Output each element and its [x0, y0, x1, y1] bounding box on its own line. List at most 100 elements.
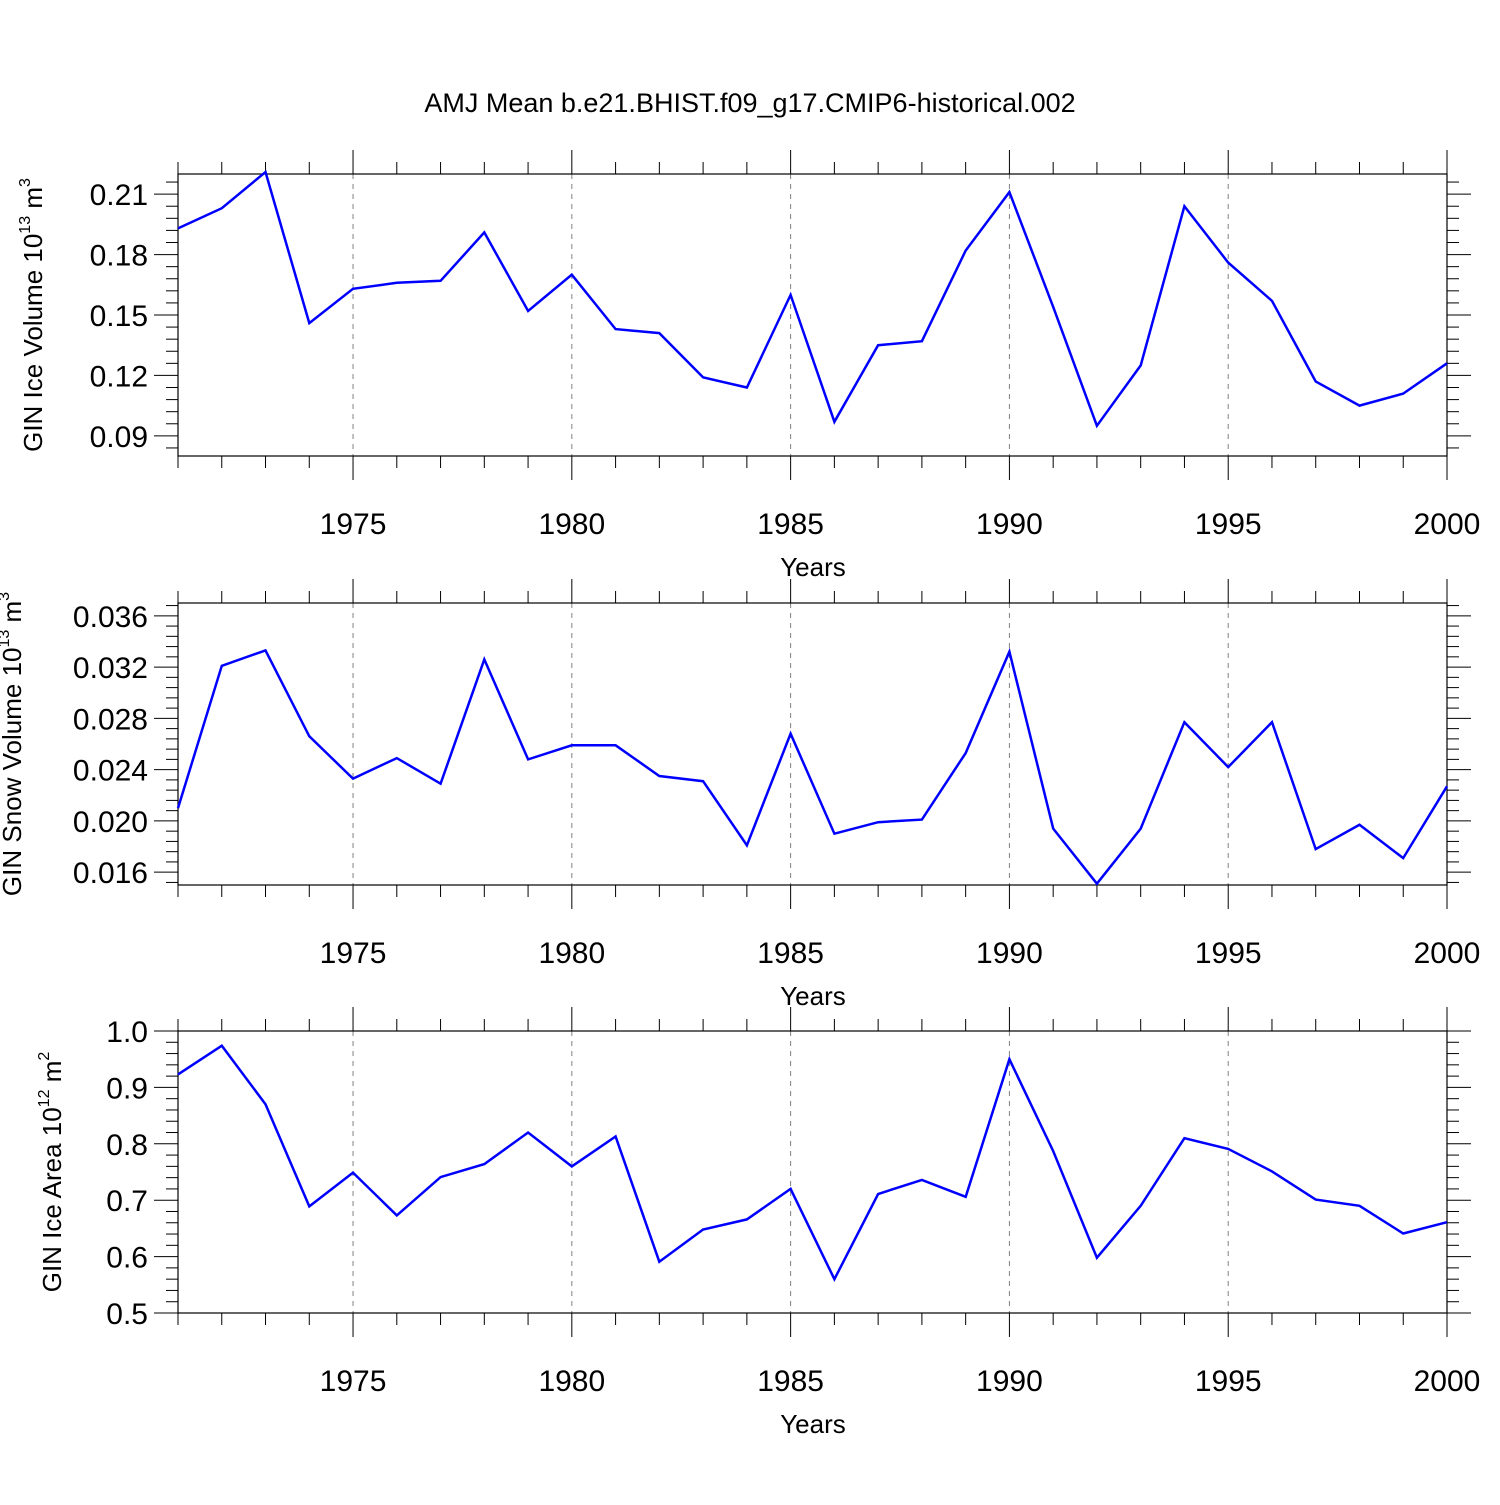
x-tick-label: 1995	[1195, 937, 1262, 970]
y-axis-label-unit: m	[0, 601, 27, 630]
data-point	[526, 757, 530, 761]
data-point	[395, 756, 399, 760]
y-axis-label-text: GIN Ice Area 10	[37, 1107, 67, 1292]
y-tick-label: 0.7	[106, 1185, 148, 1218]
y-tick-label: 0.09	[90, 421, 148, 454]
x-axis-label: Years	[780, 552, 846, 582]
data-point	[1270, 720, 1274, 724]
data-point	[351, 777, 355, 781]
y-axis-label: GIN Ice Area 1012 m2	[36, 1052, 67, 1293]
x-tick-label: 1985	[757, 1365, 824, 1398]
data-point	[307, 734, 311, 738]
data-point	[482, 1162, 486, 1166]
data-point	[1182, 1136, 1186, 1140]
y-tick-label: 0.9	[106, 1072, 148, 1105]
data-point	[1445, 361, 1449, 365]
y-axis-label-sup: 13	[17, 216, 34, 234]
series-line	[176, 647, 1449, 886]
x-tick-label: 1975	[320, 1365, 387, 1398]
data-point	[570, 743, 574, 747]
data-point	[832, 420, 836, 424]
data-point	[264, 1102, 268, 1106]
x-tick-label: 1985	[757, 937, 824, 970]
data-point	[1095, 1256, 1099, 1260]
data-point	[176, 1072, 180, 1076]
data-point	[1401, 1231, 1405, 1235]
data-point	[176, 226, 180, 230]
y-tick-label: 0.028	[73, 703, 148, 736]
data-point	[351, 1171, 355, 1175]
data-point	[657, 774, 661, 778]
data-point	[1007, 190, 1011, 194]
x-tick-label: 1975	[320, 937, 387, 970]
data-point	[1357, 404, 1361, 408]
data-point	[1314, 847, 1318, 851]
y-tick-label: 0.12	[90, 360, 148, 393]
data-point	[1314, 1198, 1318, 1202]
x-tick-label: 1995	[1195, 508, 1262, 541]
y-axis-label: GIN Snow Volume 1013 m3	[0, 592, 27, 896]
y-axis-label-text: GIN Snow Volume 10	[0, 648, 27, 897]
data-point	[614, 743, 618, 747]
x-tick-label: 1980	[538, 1365, 605, 1398]
plot-frame	[177, 1030, 1448, 1314]
data-point	[1357, 1204, 1361, 1208]
x-tick-label: 1975	[320, 508, 387, 541]
y-axis-label-text: GIN Ice Volume 10	[18, 234, 48, 452]
data-point	[1051, 305, 1055, 309]
data-point	[220, 664, 224, 668]
data-point	[920, 818, 924, 822]
y-axis-label-unit: m	[37, 1061, 67, 1090]
data-point	[701, 1228, 705, 1232]
data-point	[570, 1164, 574, 1168]
y-tick-label: 0.8	[106, 1129, 148, 1162]
x-tick-label: 2000	[1414, 508, 1481, 541]
x-tick-label: 1990	[976, 1365, 1043, 1398]
y-axis-label-unit: m	[18, 187, 48, 216]
y-axis-label-unit_sup: 2	[36, 1052, 53, 1061]
data-point	[1095, 424, 1099, 428]
y-tick-label: 0.21	[90, 179, 148, 212]
data-point	[1401, 392, 1405, 396]
data-point	[570, 273, 574, 277]
data-point	[920, 339, 924, 343]
panel-2: 0.016 0.020 0.024 0.028 0.032 0.036 1975 1980 19…	[0, 579, 1480, 1011]
data-point	[439, 782, 443, 786]
data-point	[1226, 261, 1230, 265]
data-point	[701, 779, 705, 783]
x-axis-label: Years	[780, 1409, 846, 1439]
x-tick-label: 1980	[538, 937, 605, 970]
y-axis-label-sup: 12	[36, 1089, 53, 1107]
x-tick-label: 1995	[1195, 1365, 1262, 1398]
y-tick-label: 0.032	[73, 652, 148, 685]
data-point	[1139, 827, 1143, 831]
x-tick-label: 1980	[538, 508, 605, 541]
y-tick-label: 0.024	[73, 755, 148, 788]
data-point	[1051, 827, 1055, 831]
x-axis-label: Years	[780, 981, 846, 1011]
data-point	[1139, 1204, 1143, 1208]
data-point	[482, 657, 486, 661]
y-axis-label: GIN Ice Volume 1013 m3	[17, 178, 48, 452]
data-point	[1182, 204, 1186, 208]
data-point	[1445, 1220, 1449, 1224]
data-point	[964, 751, 968, 755]
data-point	[307, 1204, 311, 1208]
chart-title: AMJ Mean b.e21.BHIST.f09_g17.CMIP6-histo…	[424, 88, 1075, 118]
data-point	[220, 206, 224, 210]
y-tick-label: 0.6	[106, 1242, 148, 1275]
data-point	[1226, 765, 1230, 769]
y-axis-label-sup: 13	[0, 630, 13, 648]
panel-1: 0.09 0.12 0.15 0.18 0.21 1975 1980 1985 1990 1995…	[17, 150, 1480, 582]
data-point	[526, 309, 530, 313]
data-point	[1182, 720, 1186, 724]
data-point	[1401, 856, 1405, 860]
data-point	[439, 1175, 443, 1179]
data-point	[395, 1213, 399, 1217]
data-point	[264, 170, 268, 174]
data-point	[1270, 1169, 1274, 1173]
data-point	[1226, 1147, 1230, 1151]
plot-frame	[177, 602, 1448, 886]
data-point	[1139, 363, 1143, 367]
